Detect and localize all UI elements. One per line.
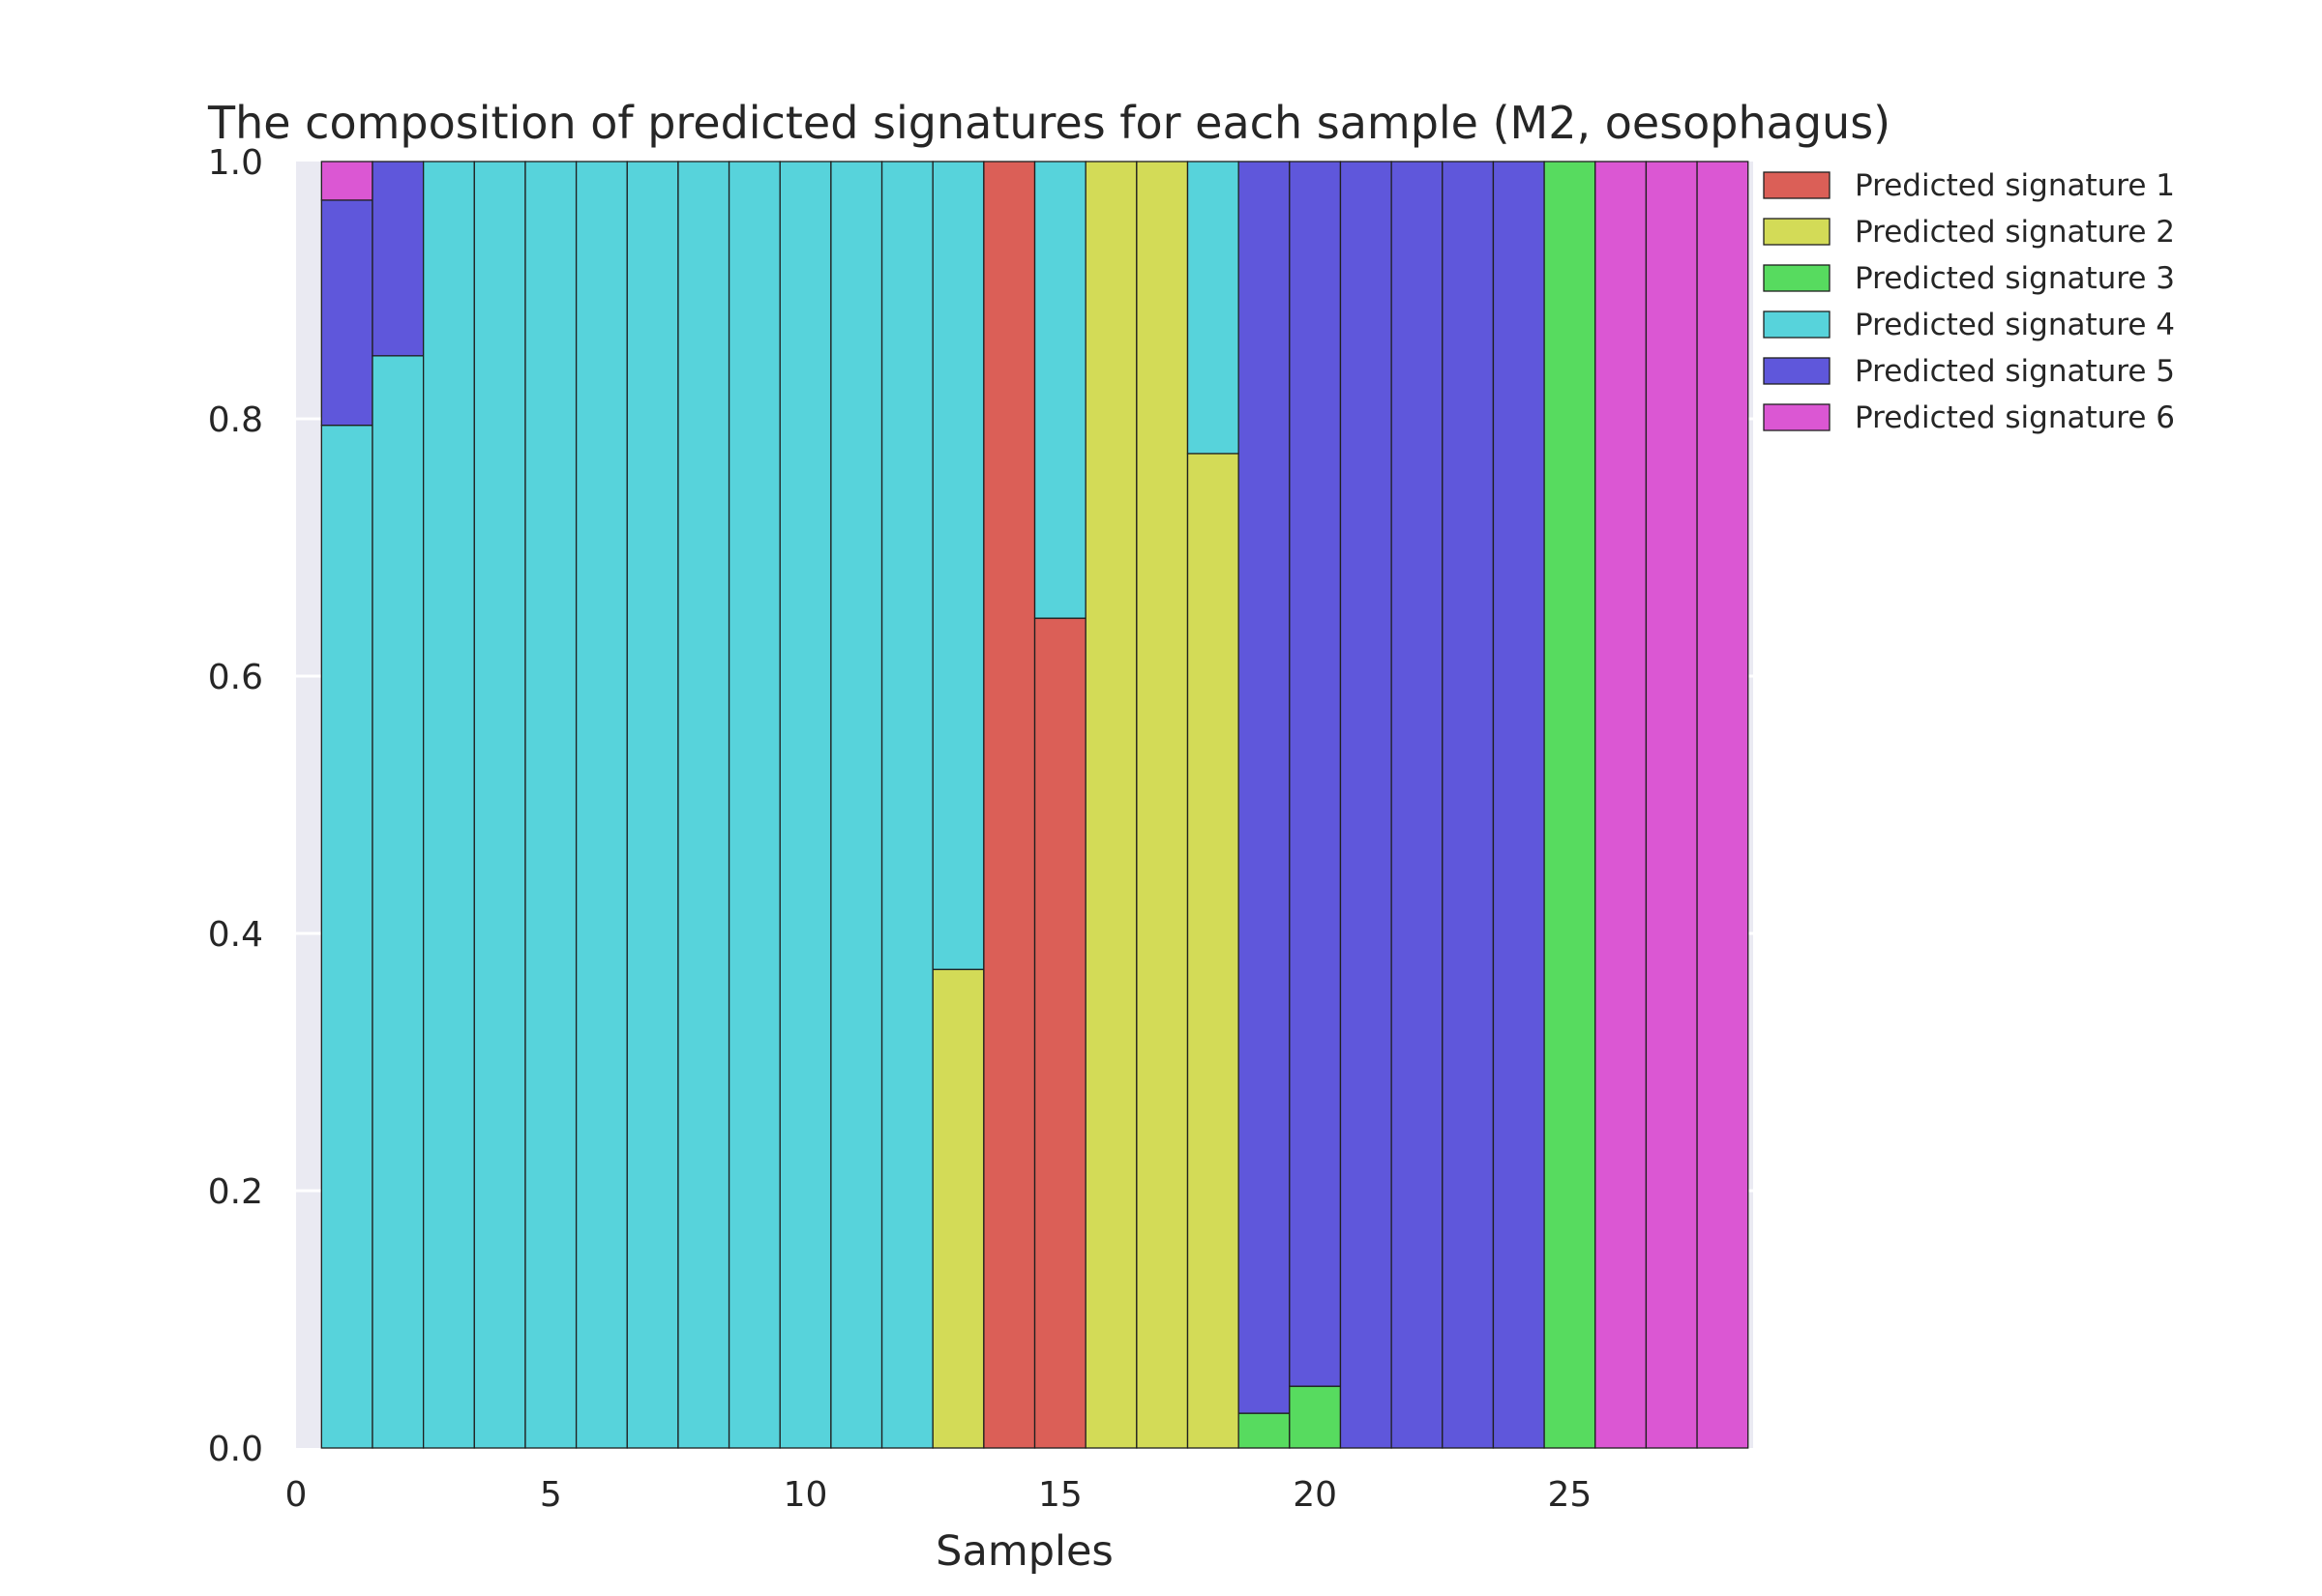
bar-sample-23-signature-5 (1442, 161, 1495, 1449)
bar-sample-1-signature-4 (320, 424, 373, 1449)
x-tick-label: 15 (1038, 1475, 1083, 1515)
bar-sample-19-signature-5 (1237, 161, 1291, 1414)
y-tick-label: 0.0 (208, 1430, 263, 1469)
x-tick-label: 5 (540, 1475, 562, 1515)
legend-label: Predicted signature 5 (1855, 354, 2175, 389)
legend-swatch (1763, 218, 1831, 246)
x-axis-label: Samples (936, 1527, 1114, 1576)
bar-sample-9-signature-4 (728, 161, 781, 1449)
x-tick-label: 20 (1293, 1475, 1337, 1515)
bar-sample-27-signature-6 (1645, 161, 1698, 1449)
bar-sample-15-signature-1 (1033, 617, 1087, 1449)
bar-sample-16-signature-2 (1085, 161, 1138, 1449)
y-tick-label: 1.0 (208, 143, 263, 183)
x-tick-label: 25 (1548, 1475, 1593, 1515)
bar-sample-18-signature-4 (1186, 161, 1239, 455)
bar-sample-28-signature-6 (1696, 161, 1749, 1449)
bar-sample-26-signature-6 (1594, 161, 1648, 1449)
tick-labels: 0.0 0.2 0.4 0.6 0.8 1.0 0 5 10 15 20 25 (208, 143, 1593, 1515)
bar-sample-7-signature-4 (626, 161, 679, 1449)
y-tick-label: 0.2 (208, 1172, 263, 1212)
x-tick-label: 10 (784, 1475, 828, 1515)
legend-swatch (1763, 310, 1831, 339)
bar-sample-2-signature-5 (372, 161, 425, 357)
bar-sample-1-signature-5 (320, 199, 373, 427)
bar-sample-14-signature-1 (983, 161, 1036, 1449)
bar-sample-25-signature-3 (1543, 161, 1596, 1449)
bar-sample-1-signature-6 (320, 161, 373, 201)
bar-sample-20-signature-3 (1289, 1385, 1342, 1449)
chart-title: The composition of predicted signatures … (207, 97, 1890, 149)
legend-label: Predicted signature 2 (1855, 215, 2175, 250)
bar-sample-4-signature-4 (473, 161, 526, 1449)
bar-sample-8-signature-4 (677, 161, 730, 1449)
bar-sample-22-signature-5 (1390, 161, 1444, 1449)
legend-swatch (1763, 171, 1831, 199)
bar-sample-5-signature-4 (524, 161, 578, 1449)
bar-sample-24-signature-5 (1492, 161, 1545, 1449)
x-tick-label: 0 (285, 1475, 308, 1515)
bar-sample-18-signature-2 (1186, 453, 1239, 1449)
legend: Predicted signature 1 Predicted signature… (1763, 168, 2175, 435)
legend-label: Predicted signature 6 (1855, 400, 2175, 435)
bar-sample-15-signature-4 (1033, 161, 1087, 619)
bar-sample-2-signature-4 (372, 355, 425, 1449)
bar-sample-12-signature-4 (880, 161, 934, 1449)
bar-sample-17-signature-2 (1136, 161, 1189, 1449)
bar-sample-6-signature-4 (575, 161, 628, 1449)
legend-label: Predicted signature 1 (1855, 168, 2175, 203)
bar-sample-10-signature-4 (779, 161, 832, 1449)
legend-swatch (1763, 403, 1831, 431)
bar-sample-19-signature-3 (1237, 1412, 1291, 1449)
bar-sample-13-signature-4 (932, 161, 985, 970)
y-tick-label: 0.8 (208, 400, 263, 440)
bars (320, 161, 1749, 1449)
legend-label: Predicted signature 3 (1855, 261, 2175, 296)
y-tick-label: 0.4 (208, 915, 263, 955)
bar-sample-21-signature-5 (1339, 161, 1392, 1449)
bar-sample-20-signature-5 (1289, 161, 1342, 1387)
bar-sample-3-signature-4 (422, 161, 475, 1449)
legend-swatch (1763, 264, 1831, 292)
bar-sample-13-signature-2 (932, 968, 985, 1449)
bar-sample-11-signature-4 (830, 161, 883, 1449)
legend-swatch (1763, 357, 1831, 385)
y-tick-label: 0.6 (208, 658, 263, 697)
legend-label: Predicted signature 4 (1855, 308, 2175, 342)
